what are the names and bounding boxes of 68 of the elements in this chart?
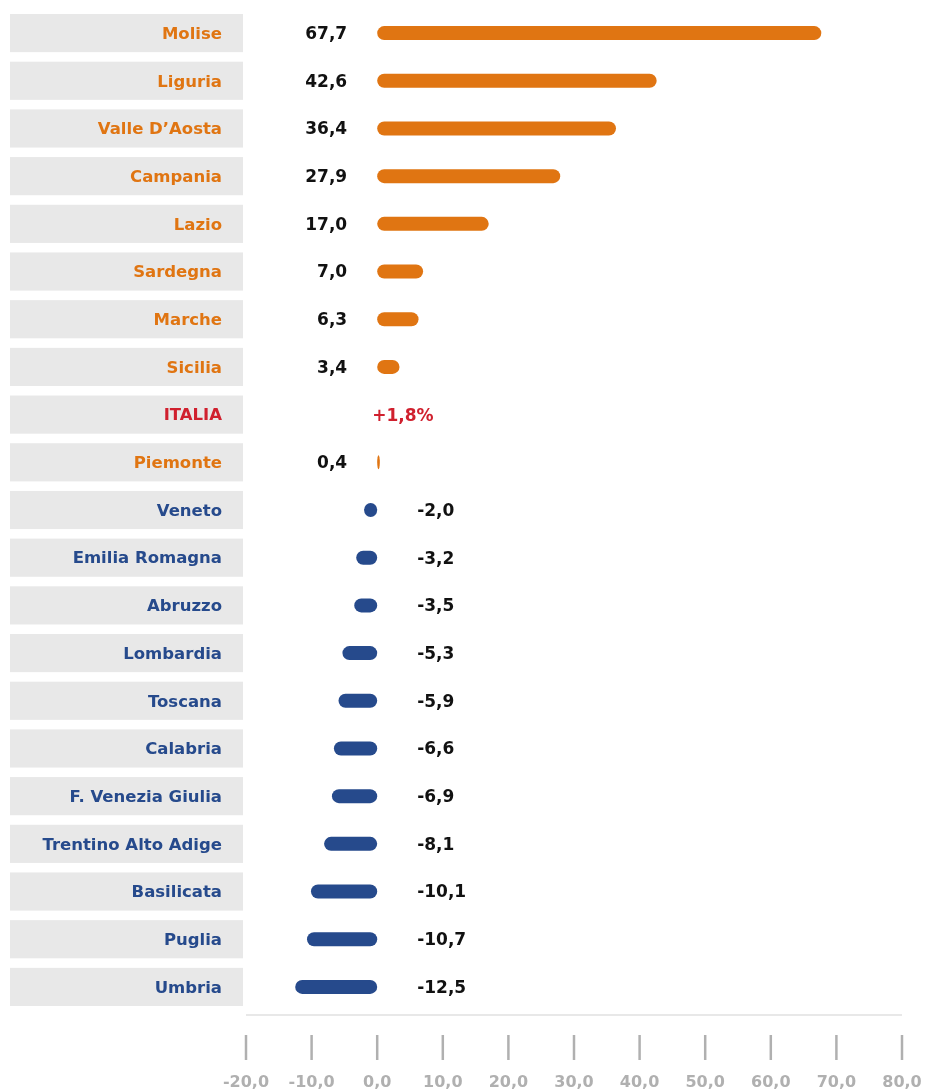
y-tick-label: Piemonte xyxy=(133,453,222,473)
data-label: -2,0 xyxy=(417,499,455,520)
bar xyxy=(324,836,378,851)
y-tick-label: Campania xyxy=(130,166,222,186)
data-label: 17,0 xyxy=(305,213,348,234)
data-label: -10,7 xyxy=(417,929,467,950)
bar xyxy=(331,789,378,804)
x-tick-label: 0,0 xyxy=(363,1071,392,1091)
x-tick-label: 80,0 xyxy=(882,1071,922,1091)
data-label: -6,6 xyxy=(417,738,455,759)
bar xyxy=(377,73,657,88)
y-tick-label: Sicilia xyxy=(166,357,222,377)
bar xyxy=(377,26,822,41)
data-label: -12,5 xyxy=(417,976,467,997)
y-tick-label: Molise xyxy=(161,23,222,43)
data-label: -10,1 xyxy=(417,881,467,902)
bar xyxy=(338,693,378,708)
data-label: 67,7 xyxy=(305,23,348,44)
y-tick-label: Toscana xyxy=(147,691,222,711)
y-tick-label: Liguria xyxy=(157,71,222,91)
data-label: 36,4 xyxy=(305,118,348,139)
x-tick-label: 20,0 xyxy=(488,1071,529,1091)
bar xyxy=(377,121,616,136)
x-tick-label: 10,0 xyxy=(423,1071,463,1091)
y-tick-label: Valle D’Aosta xyxy=(97,119,222,139)
bar xyxy=(377,312,419,327)
text: +1,8% xyxy=(372,404,434,425)
y-tick-label: Puglia xyxy=(163,930,222,950)
x-tick-label: -10,0 xyxy=(288,1071,335,1091)
x-tick-label: 60,0 xyxy=(751,1071,791,1091)
x-tick-label: 50,0 xyxy=(685,1071,725,1091)
bar xyxy=(377,216,489,231)
y-tick-label: Lazio xyxy=(173,214,222,234)
y-tick-label: Veneto xyxy=(156,500,222,520)
bar xyxy=(377,169,561,184)
y-tick-label: Sardegna xyxy=(133,262,222,282)
data-label: -5,9 xyxy=(417,690,455,711)
data-label: 42,6 xyxy=(305,70,348,91)
x-tick-label: 70,0 xyxy=(816,1071,857,1091)
y-tick-label: Lombardia xyxy=(123,643,222,663)
data-label: -6,9 xyxy=(417,786,455,807)
data-label: -8,1 xyxy=(417,833,455,854)
y-tick-label: Trentino Alto Adige xyxy=(42,834,222,854)
bar xyxy=(333,741,378,756)
y-tick-label: Emilia Romagna xyxy=(72,548,222,568)
data-label: 3,4 xyxy=(317,356,348,377)
y-tick-label: Basilicata xyxy=(131,882,222,902)
bar xyxy=(307,932,378,947)
y-tick-label: Abruzzo xyxy=(146,596,222,616)
data-label: 7,0 xyxy=(317,261,348,282)
data-label: -3,5 xyxy=(417,595,455,616)
x-tick-label: -20,0 xyxy=(222,1071,270,1091)
data-label: 6,3 xyxy=(317,309,348,330)
y-tick-label: ITALIA xyxy=(163,405,223,425)
bar xyxy=(377,264,424,279)
bar xyxy=(342,646,378,661)
y-tick-label: Umbria xyxy=(154,977,222,997)
x-tick-label: 40,0 xyxy=(619,1071,660,1091)
data-label: -3,2 xyxy=(417,547,455,568)
data-label: 27,9 xyxy=(305,166,348,187)
data-label: 0,4 xyxy=(317,452,348,473)
data-label: -5,3 xyxy=(417,643,455,664)
y-tick-label: Marche xyxy=(153,310,222,330)
bar xyxy=(295,979,378,994)
y-tick-label: F. Venezia Giulia xyxy=(69,786,222,806)
y-tick-label: Calabria xyxy=(145,739,222,759)
x-tick-label: 30,0 xyxy=(554,1071,594,1091)
bar xyxy=(310,884,378,899)
